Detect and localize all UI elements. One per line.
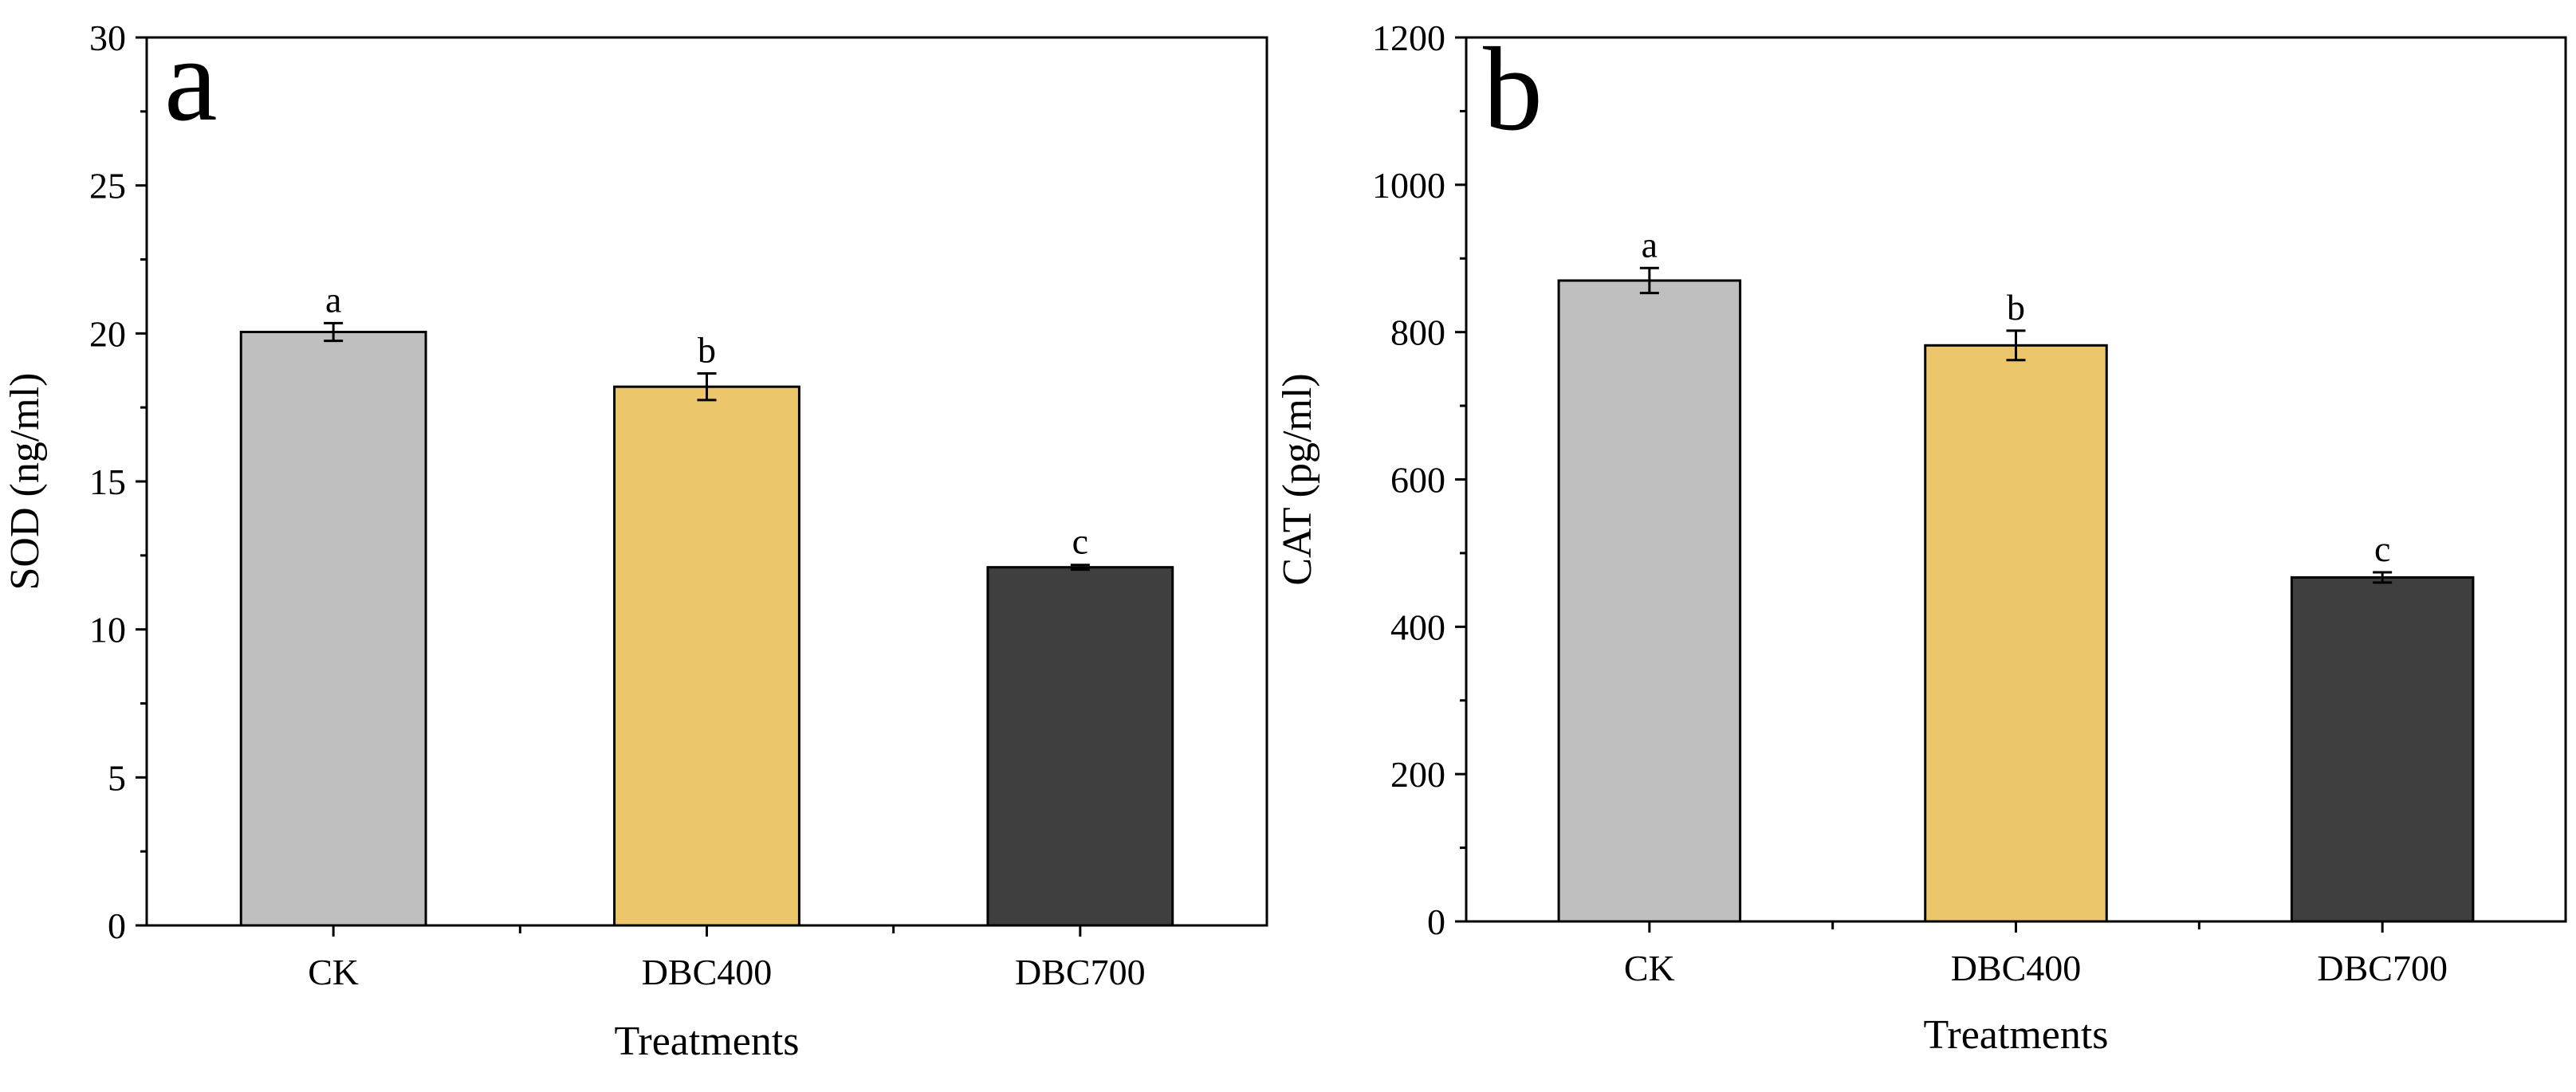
x-tick-label: CK [308,952,359,992]
significance-label: b [698,329,716,370]
bar [2290,575,2475,923]
y-tick-label: 25 [89,166,126,206]
chart-panel-b: 0 200 400 600 800 1000 1200 a CK b DBC400 c DBC700 Tr… [1275,18,2567,1058]
x-axis-title: Treatments [614,1019,799,1064]
y-tick-label: 15 [89,462,126,502]
y-tick-label: 20 [89,313,126,354]
y-tick-label: 400 [1390,607,1445,647]
panel-label: a [164,14,218,146]
y-tick-label: 1200 [1372,18,1445,58]
significance-label: a [325,279,341,320]
y-tick-label: 1000 [1372,165,1445,206]
y-tick-label: 5 [108,757,126,798]
y-tick-label: 10 [89,610,126,650]
y-axis-title: SOD (ng/ml) [2,373,48,591]
y-tick-label: 30 [89,18,126,58]
y-tick-label: 0 [108,905,126,946]
x-axis-title: Treatments [1923,1012,2108,1058]
bar [1557,279,1742,923]
y-tick-label: 600 [1390,460,1445,501]
bar [613,385,800,927]
y-tick-label: 0 [1427,901,1445,942]
y-tick-label: 200 [1390,754,1445,795]
significance-label: a [1642,224,1658,265]
y-tick-label: 800 [1390,312,1445,353]
chart-panel-a: 0 5 10 15 20 25 30 a CK b DBC400 c DBC700 Treatments S… [2,14,1268,1064]
panel-label: b [1483,23,1543,155]
significance-label: c [2374,528,2390,569]
x-tick-label: DBC400 [642,952,773,992]
x-tick-label: DBC700 [1015,952,1146,992]
bar [239,330,427,927]
significance-label: c [1072,521,1088,562]
y-axis-title: CAT (pg/ml) [1275,373,1320,585]
significance-label: b [2007,287,2025,328]
x-tick-label: DBC400 [1951,948,2082,988]
bar [986,566,1174,927]
bar [1924,344,2108,923]
x-tick-label: CK [1624,948,1675,988]
x-tick-label: DBC700 [2317,948,2448,988]
